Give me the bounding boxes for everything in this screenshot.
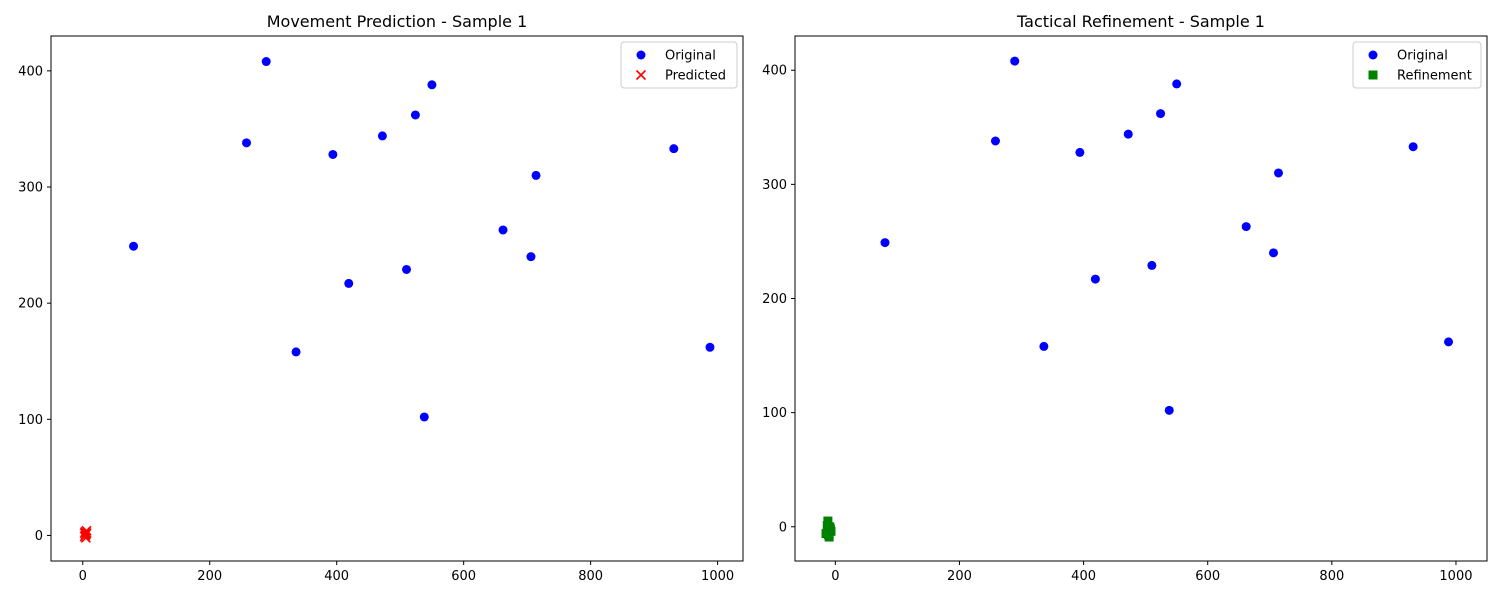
data-point-original <box>242 138 252 148</box>
y-tick-label: 200 <box>18 297 43 312</box>
data-point-original <box>410 110 420 120</box>
y-tick-label: 300 <box>18 180 43 195</box>
data-point-original <box>402 264 412 274</box>
x-tick-label: 600 <box>1195 569 1220 584</box>
x-tick-label: 200 <box>197 569 222 584</box>
x-tick-label: 0 <box>831 569 839 584</box>
data-point-original <box>498 225 508 235</box>
legend-box <box>620 41 738 89</box>
data-point-original <box>1147 260 1157 270</box>
data-point-predicted-stroke-b <box>81 525 92 536</box>
data-point-original <box>1039 341 1049 351</box>
data-point-original <box>1408 142 1418 152</box>
data-point-original <box>129 241 139 251</box>
data-point-original <box>1010 56 1020 66</box>
y-tick-label: 200 <box>762 292 787 307</box>
legend-marker-refinement <box>1368 70 1378 80</box>
legend-label-original: Original <box>665 49 716 64</box>
legend-marker-original <box>1368 50 1378 60</box>
data-point-original <box>419 412 429 422</box>
data-point-original <box>669 144 679 154</box>
axes-frame <box>50 35 744 562</box>
chart-panel-2: Tactical Refinement - Sample 1 0 200 400 600… <box>762 12 1488 584</box>
x-tick-label: 1000 <box>1439 569 1472 584</box>
legend-box <box>1352 41 1482 89</box>
legend-label-refinement: Refinement <box>1397 69 1472 84</box>
legend: Original Refinement <box>1352 41 1482 89</box>
data-point-original <box>526 252 536 262</box>
data-point-predicted-stroke-b <box>80 532 91 543</box>
data-point-original <box>328 149 338 159</box>
data-point-original <box>1269 248 1279 258</box>
x-tick-label: 400 <box>324 569 349 584</box>
data-point-original <box>880 238 890 248</box>
x-tick-label: 800 <box>578 569 603 584</box>
y-tick-label: 100 <box>18 413 43 428</box>
legend: Original Predicted <box>620 41 738 89</box>
y-tick-label: 400 <box>18 64 43 79</box>
axes-frame <box>794 35 1488 562</box>
data-point-original <box>377 131 387 141</box>
plot-area <box>79 57 715 543</box>
data-point-original <box>1164 405 1174 415</box>
legend-marker-predicted <box>635 69 647 81</box>
y-tick-label: 400 <box>762 64 787 79</box>
legend-label-predicted: Predicted <box>665 69 726 84</box>
x-tick-label: 600 <box>451 569 476 584</box>
x-tick-label: 0 <box>79 569 87 584</box>
plot-area <box>821 56 1454 542</box>
chart-panel-1: Movement Prediction - Sample 1 0 200 400 600… <box>18 12 744 584</box>
x-tick-label: 400 <box>1071 569 1096 584</box>
chart-title: Movement Prediction - Sample 1 <box>267 12 528 31</box>
y-tick-label: 0 <box>35 529 43 544</box>
data-point-original <box>1172 79 1182 89</box>
y-tick-label: 100 <box>762 406 787 421</box>
data-point-original <box>427 80 437 90</box>
x-tick-label: 200 <box>947 569 972 584</box>
data-point-original <box>344 278 354 288</box>
legend-marker-predicted-stroke-b <box>635 69 647 81</box>
y-tick-label: 300 <box>762 178 787 193</box>
data-point-original <box>1123 129 1133 139</box>
data-point-original <box>1241 222 1251 232</box>
x-tick-label: 1000 <box>701 569 734 584</box>
data-point-original <box>1090 274 1100 284</box>
data-point-refinement <box>823 516 833 526</box>
data-point-refinement <box>825 522 835 532</box>
data-point-original <box>990 136 1000 146</box>
legend-label-original: Original <box>1397 49 1448 64</box>
y-tick-label: 0 <box>779 520 787 535</box>
data-point-original <box>1075 147 1085 157</box>
data-point-original <box>291 347 301 357</box>
data-point-refinement <box>824 530 834 540</box>
data-point-original <box>1156 109 1166 119</box>
legend-marker-original <box>636 50 646 60</box>
data-point-original <box>261 57 271 67</box>
chart-title: Tactical Refinement - Sample 1 <box>1016 12 1265 31</box>
data-point-original <box>1273 168 1283 178</box>
data-point-original <box>705 342 715 352</box>
data-point-original <box>1444 337 1454 347</box>
data-point-original <box>531 170 541 180</box>
x-tick-label: 800 <box>1319 569 1344 584</box>
data-point-predicted <box>81 525 92 536</box>
